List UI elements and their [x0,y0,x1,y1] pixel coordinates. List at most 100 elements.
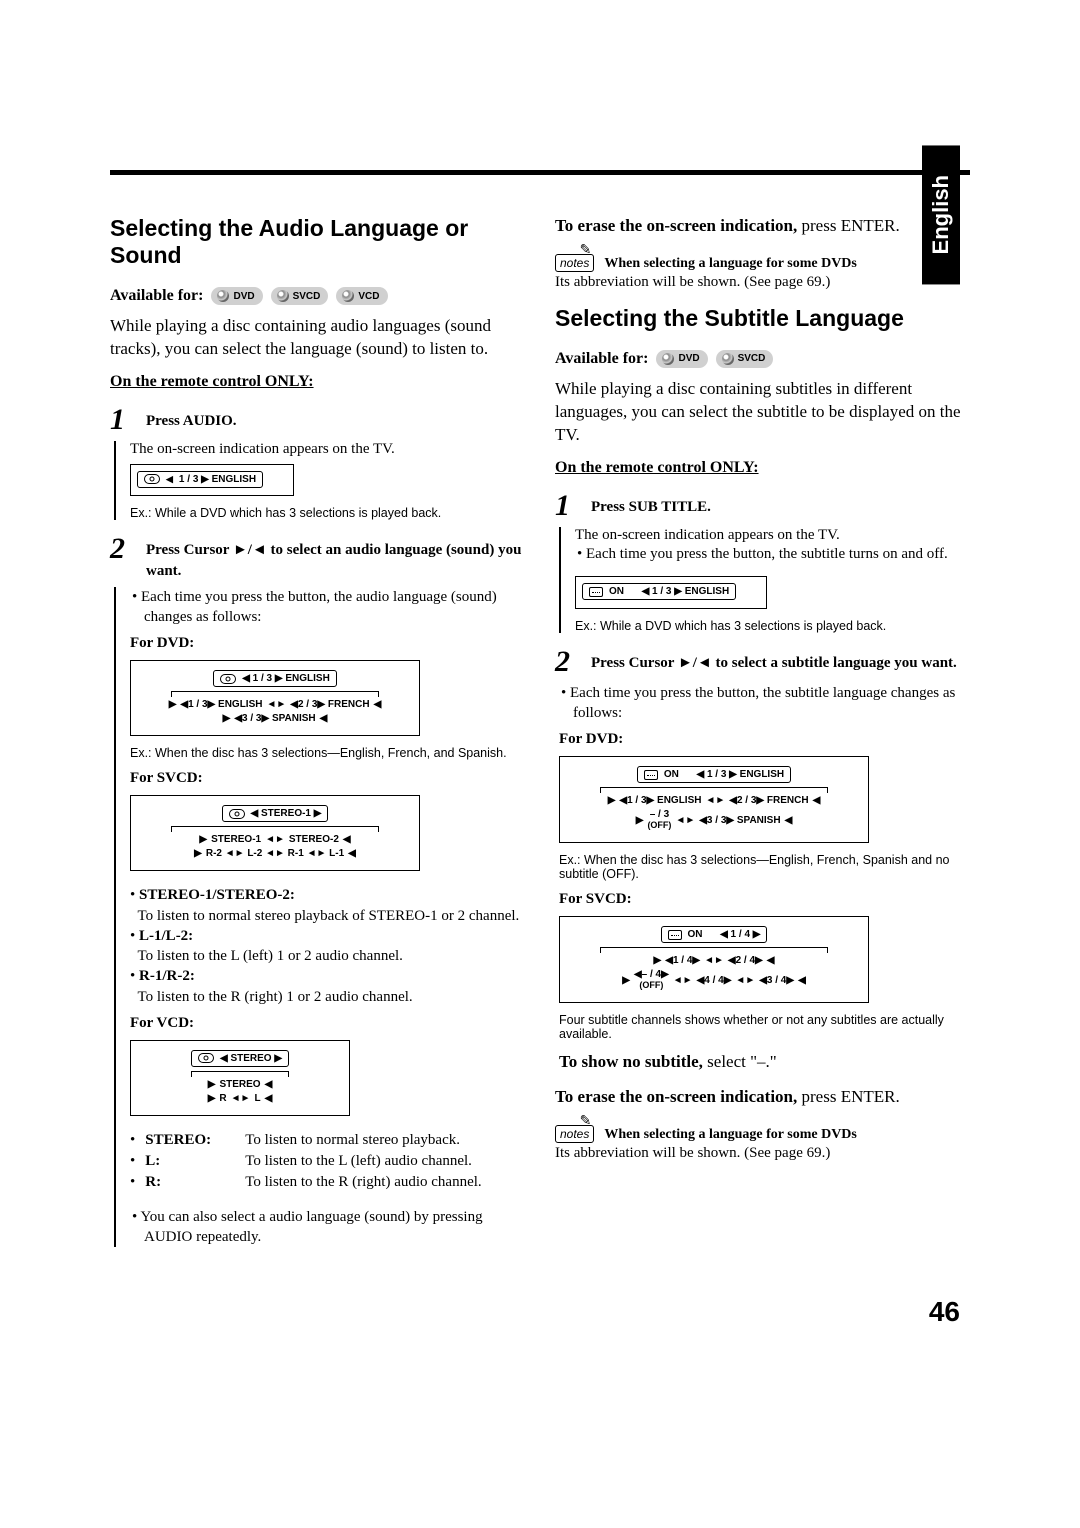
step-1-subtitle: 1 Press SUB TITLE. [555,491,970,521]
for-dvd-label: For DVD: [130,635,525,652]
term-val: To listen to the R (right) audio channel… [245,1172,481,1193]
for-svcd-label: For SVCD: [559,891,970,908]
term-key: STEREO: [145,1130,235,1151]
flow-pill: ◀ 1 / 3 ▶ ENGLISH [696,769,784,780]
flow-item: ◀2 / 4▶ [728,955,763,966]
step-1-body: The on-screen indication appears on the … [130,441,525,458]
osd-text: ◀ 1 / 3 ▶ ENGLISH [642,586,730,597]
note-row: notes When selecting a language for some… [555,254,970,272]
step-1-detail: The on-screen indication appears on the … [559,527,970,633]
page-number: 46 [929,1296,960,1328]
section-heading-subtitle: Selecting the Subtitle Language [555,305,970,332]
subtitle-svcd-caption: Four subtitle channels shows whether or … [559,1013,970,1041]
flow-pill: ◀ 1 / 3 ▶ ENGLISH [242,673,330,684]
step-1-detail: The on-screen indication appears on the … [114,441,525,521]
page-content: Selecting the Audio Language or Sound Av… [110,170,970,1261]
osd-on: ON [609,586,624,597]
flow-item: ◀1 / 3▶ ENGLISH [619,795,701,806]
osd-text: 1 / 3 ▶ ENGLISH [179,474,256,485]
term-val: To listen to normal stereo playback of S… [138,908,520,924]
for-dvd-label: For DVD: [559,731,970,748]
term-val: To listen to normal stereo playback. [245,1130,460,1151]
flow-item: ◀3 / 3▶ SPANISH [699,815,780,826]
flow-off: (OFF) [639,980,663,990]
osd-caption: Ex.: While a DVD which has 3 selections … [575,619,970,633]
disc-badge-svcd: SVCD [716,350,774,368]
step-2-bullet: Each time you press the button, the audi… [130,587,525,628]
term-key: L-1/L-2: [139,928,193,944]
erase-line-1: To erase the on-screen indication, press… [555,215,970,238]
remote-only-label: On the remote control ONLY: [110,373,525,391]
also-note: You can also select a audio language (so… [130,1207,525,1248]
disc-badge-dvd: DVD [211,287,262,305]
flow-item: ◀2 / 3▶ FRENCH [290,699,369,710]
for-vcd-label: For VCD: [130,1015,525,1032]
subtitle-osd-icon [589,587,603,597]
flow-item: ◀2 / 3▶ FRENCH [729,795,808,806]
term-key: R-1/R-2: [139,968,195,984]
flow-item: ◀3 / 4▶ [759,975,794,986]
vcd-terms: •STEREO:To listen to normal stereo playb… [130,1130,525,1193]
osd-example-subtitle: ON ◀ 1 / 3 ▶ ENGLISH [575,576,767,609]
svcd-terms: • STEREO-1/STEREO-2: To listen to normal… [130,885,525,1007]
term-key: R: [145,1172,235,1193]
available-label: Available for: [555,350,648,368]
flow-item: ◀3 / 3▶ SPANISH [234,713,315,724]
step-number: 1 [555,491,581,521]
osd-caption: Ex.: While a DVD which has 3 selections … [130,506,525,520]
show-none-line: To show no subtitle, select "–." [559,1051,970,1074]
step-1-lead: Press AUDIO. [146,413,237,429]
flow-item: – / 3 [650,809,669,820]
flow-on: ON [664,769,679,780]
dvd-flow-caption: Ex.: When the disc has 3 selections—Engl… [130,746,525,760]
flow-item: L [254,1093,260,1104]
step-number: 1 [110,405,136,435]
note-body: Its abbreviation will be shown. (See pag… [555,274,970,291]
term-val: To listen to the R (right) 1 or 2 audio … [138,989,413,1005]
disc-badge-vcd: VCD [336,287,387,305]
step-number: 2 [555,647,581,677]
flow-item: STEREO-1 [211,834,261,845]
left-column: Selecting the Audio Language or Sound Av… [110,215,525,1261]
flow-item: ◀1 / 3▶ ENGLISH [180,699,262,710]
step-2: 2 Press Cursor ►/◄ to select an audio la… [110,534,525,581]
for-svcd-label: For SVCD: [130,770,525,787]
flow-item: STEREO-2 [289,834,339,845]
osd-example: ◀1 / 3 ▶ ENGLISH [130,464,294,497]
disc-badge-svcd: SVCD [271,287,329,305]
flow-item: ◀– / 4▶ [634,969,669,980]
flow-pill: ◀ 1 / 4 ▶ [720,929,760,940]
intro-text: While playing a disc containing audio la… [110,315,525,361]
step-2-block: Each time you press the button, the subt… [559,683,970,1074]
step-2-bullet: Each time you press the button, the subt… [559,683,970,724]
intro-text-subtitle: While playing a disc containing subtitle… [555,378,970,447]
step-number: 2 [110,534,136,581]
note-body: Its abbreviation will be shown. (See pag… [555,1145,970,1162]
flow-item: ◀4 / 4▶ [697,975,732,986]
notes-icon: notes [555,254,594,272]
step-1-bullet: Each time you press the button, the subt… [575,544,970,564]
erase-line-2: To erase the on-screen indication, press… [555,1086,970,1109]
right-column: To erase the on-screen indication, press… [555,215,970,1261]
flow-item: R [219,1093,226,1104]
svcd-flow-diagram: ◀ STEREO-1 ▶ ▶ STEREO-1 ◄► STEREO-2 ◀ ▶ … [130,795,420,871]
notes-icon: notes [555,1125,594,1143]
flow-item: ◀1 / 4▶ [665,955,700,966]
flow-on: ON [688,929,703,940]
subtitle-dvd-flow: ON ◀ 1 / 3 ▶ ENGLISH ▶ ◀1 / 3▶ ENGLISH ◄… [559,756,869,843]
available-label: Available for: [110,287,203,305]
flow-item: STEREO [219,1079,260,1090]
note-row-2: notes When selecting a language for some… [555,1125,970,1143]
flow-off: (OFF) [647,820,671,830]
step-1: 1 Press AUDIO. [110,405,525,435]
flow-pill: ◀ STEREO ▶ [220,1053,282,1064]
flow-item: R-2 ◄► L-2 ◄► R-1 ◄► L-1 [206,848,344,859]
term-val: To listen to the L (left) audio channel. [245,1151,472,1172]
remote-only-label: On the remote control ONLY: [555,459,970,477]
dvd-osd-icon [144,474,160,484]
flow-pill: ◀ STEREO-1 ▶ [251,808,322,819]
step-2-detail: Each time you press the button, the audi… [114,587,525,1248]
note-title: When selecting a language for some DVDs [604,256,857,272]
available-for-row: Available for: DVD SVCD VCD [110,287,525,305]
step-2-lead: Press Cursor ►/◄ to select a subtitle la… [591,655,957,671]
